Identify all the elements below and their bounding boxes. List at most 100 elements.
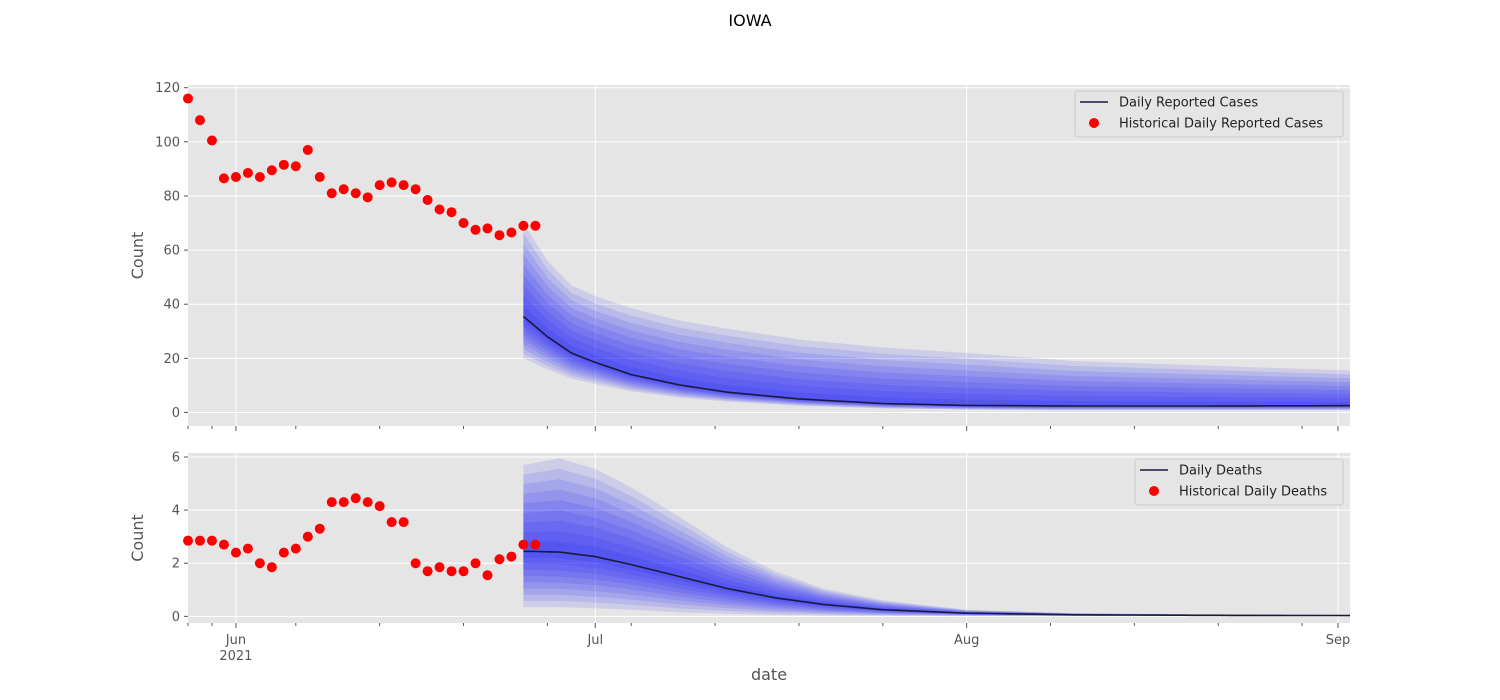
historical-point [410, 558, 421, 569]
historical-point [206, 535, 217, 546]
historical-point [434, 204, 445, 215]
x-tick-label: Sep [1326, 633, 1351, 648]
historical-point [338, 497, 349, 508]
historical-point [398, 517, 409, 528]
historical-point [254, 172, 265, 183]
historical-point [506, 551, 517, 562]
historical-point [470, 224, 481, 235]
forecast-band [523, 468, 1350, 616]
forecast-band [523, 233, 1350, 410]
historical-point [470, 558, 481, 569]
historical-point [350, 188, 361, 199]
figure-title: IOWA [728, 11, 771, 30]
historical-point [386, 517, 397, 528]
forecast-band [523, 458, 1350, 617]
legend-point-swatch [1089, 118, 1099, 128]
historical-point [482, 223, 493, 234]
historical-point [194, 535, 205, 546]
forecast-band [523, 479, 1350, 616]
historical-point [410, 184, 421, 195]
historical-point [518, 220, 529, 231]
historical-point [194, 115, 205, 126]
historical-point [446, 566, 457, 577]
y-tick-label: 2 [172, 557, 180, 572]
historical-point [326, 188, 337, 199]
historical-point [482, 570, 493, 581]
y-tick-label: 0 [172, 406, 180, 421]
y-tick-label: 100 [155, 135, 180, 150]
legend-point-swatch [1149, 486, 1159, 496]
x-tick-sublabel: 2021 [219, 649, 252, 664]
historical-point [290, 543, 301, 554]
median-forecast-line [522, 315, 1350, 407]
historical-point [374, 501, 385, 512]
historical-point [290, 161, 301, 172]
forecast-band [523, 500, 1350, 616]
y-tick-label: 6 [172, 450, 180, 465]
y-tick-label: 4 [172, 504, 180, 519]
forecast-band [523, 274, 1350, 408]
legend-box [1074, 90, 1344, 138]
historical-point [398, 180, 409, 191]
x-tick-label: Aug [954, 633, 979, 648]
historical-point [494, 554, 505, 565]
historical-point [183, 93, 193, 104]
historical-point [266, 562, 277, 573]
legend: Daily Deaths Historical Daily Deaths [1134, 458, 1344, 506]
y-axis-title: Count [128, 232, 147, 280]
y-tick-label: 80 [163, 189, 180, 204]
forecast-band [523, 223, 1350, 411]
historical-point [530, 220, 541, 231]
y-tick-label: 0 [172, 610, 180, 625]
historical-point [362, 192, 373, 203]
historical-point [326, 497, 337, 508]
historical-point [230, 172, 241, 183]
historical-point [230, 547, 241, 558]
historical-point [314, 523, 325, 534]
cases-panel: 0 20 40 60 80 100 120 Count Daily Reported Cases… [128, 81, 1350, 431]
historical-point [434, 562, 445, 573]
historical-point [278, 547, 289, 558]
historical-point [458, 566, 469, 577]
historical-point [266, 165, 277, 176]
forecast-band [523, 285, 1350, 408]
forecast-band [523, 243, 1350, 410]
forecast-band [523, 264, 1350, 409]
historical-point [242, 543, 253, 554]
historical-point [494, 230, 505, 241]
legend-label: Daily Reported Cases [1119, 96, 1258, 111]
x-tick-label: Jun [225, 633, 246, 648]
historical-point [278, 159, 289, 170]
forecast-band [523, 531, 1350, 616]
y-axis-title: Count [128, 514, 147, 562]
y-tick-label: 60 [163, 244, 180, 259]
historical-point [314, 172, 325, 183]
y-tick-label: 120 [155, 81, 180, 96]
historical-point [386, 177, 397, 188]
historical-point [374, 180, 385, 191]
forecast-band [523, 254, 1350, 409]
forecast-band [523, 520, 1350, 616]
legend: Daily Reported Cases Historical Daily Rep… [1074, 90, 1344, 138]
historical-point [530, 539, 541, 550]
historical-point [183, 535, 193, 546]
y-tick-label: 20 [163, 352, 180, 367]
historical-point [302, 531, 313, 542]
y-tick-label: 40 [163, 298, 180, 313]
x-tick-label: Jul [586, 633, 603, 648]
historical-point [338, 184, 349, 195]
historical-point [506, 227, 517, 238]
forecast-band [523, 295, 1350, 407]
legend-label: Historical Daily Deaths [1179, 485, 1327, 500]
historical-point [422, 566, 433, 577]
legend-label: Daily Deaths [1179, 464, 1262, 479]
legend-box [1134, 458, 1344, 506]
legend-label: Historical Daily Reported Cases [1119, 117, 1323, 132]
historical-point [350, 493, 361, 504]
historical-point [206, 135, 217, 146]
historical-point [218, 539, 229, 550]
historical-point [242, 167, 253, 178]
historical-point [458, 218, 469, 229]
historical-point [422, 195, 433, 206]
